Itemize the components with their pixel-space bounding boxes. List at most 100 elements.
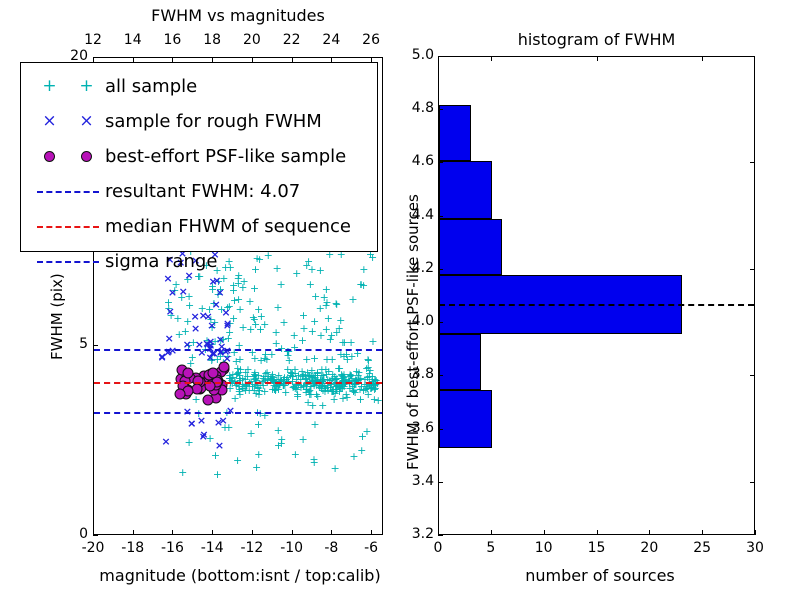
all-sample-point: + [363,352,373,366]
all-sample-point: + [249,368,260,382]
all-sample-point: + [267,368,278,382]
hist-x-tick-top [702,56,704,61]
all-sample-point: + [319,290,329,304]
all-sample-point: + [321,367,332,381]
all-sample-point: + [310,314,320,328]
psf-like-point [194,383,206,395]
rough-fwhm-point: × [157,350,167,364]
all-sample-point: + [273,438,284,452]
rough-fwhm-point: × [202,337,212,351]
all-sample-point: + [209,297,219,311]
hist-x-tick-label: 15 [587,540,606,556]
all-sample-point: + [306,380,316,394]
histogram-bar [439,104,471,161]
all-sample-point: + [253,381,263,395]
all-sample-point: + [271,326,281,340]
rough-fwhm-point: × [214,438,225,452]
all-sample-point: + [325,381,336,395]
all-sample-point: + [224,300,234,314]
all-sample-point: + [233,293,244,307]
all-sample-point: + [174,327,184,341]
all-sample-point: + [233,362,243,376]
all-sample-point: + [213,287,223,301]
all-sample-point: + [298,433,308,446]
x-top-tick-label: 24 [322,32,341,48]
sigma-upper-line [94,348,382,351]
all-sample-point: + [349,449,359,463]
all-sample-point: + [241,365,251,379]
all-sample-point: + [318,384,328,398]
all-sample-point: + [239,382,249,396]
all-sample-point: + [298,379,309,393]
all-sample-point: + [336,368,347,382]
hist-y-tick [438,481,443,483]
all-sample-point: + [305,383,315,397]
all-sample-point: + [338,369,348,383]
all-sample-point: + [366,381,376,395]
all-sample-point: + [338,391,348,405]
hist-y-tick-label: 3.6 [411,419,434,436]
left-panel-title: FWHM vs magnitudes [151,6,325,25]
all-sample-point: + [248,310,258,324]
all-sample-point: + [333,361,344,375]
all-sample-point: + [331,297,341,311]
all-sample-point: + [361,383,371,397]
all-sample-point: + [233,277,243,291]
all-sample-point: + [281,386,291,400]
legend-item-2[interactable]: best-effort PSF-like sample [21,139,377,174]
all-sample-point: + [337,382,347,396]
legend-item-3[interactable]: resultant FWHM: 4.07 [21,174,377,209]
all-sample-point: + [342,390,352,404]
all-sample-point: + [330,461,340,475]
all-sample-point: + [222,300,233,314]
all-sample-point: + [335,380,345,394]
all-sample-point: + [368,381,378,395]
rough-fwhm-point: × [222,318,232,332]
all-sample-point: + [260,347,271,361]
hist-y-tick [438,322,443,324]
all-sample-point: + [246,427,256,441]
legend-item-1[interactable]: × × sample for rough FWHM [21,104,377,139]
legend-dot-icon [81,151,92,162]
all-sample-point: + [345,367,355,381]
all-sample-point: + [323,383,333,397]
hist-y-tick-right [750,481,755,483]
all-sample-point: + [173,312,183,326]
all-sample-point: + [366,381,376,395]
legend-item-4[interactable]: median FHWM of sequence [21,209,377,244]
all-sample-point: + [241,383,251,397]
rough-fwhm-point: × [167,285,178,299]
psf-like-point [218,363,230,375]
all-sample-point: + [254,388,264,402]
all-sample-point: + [314,381,324,395]
legend-plus-icon: + [79,76,94,96]
legend-item-5[interactable]: sigma range [21,244,377,279]
all-sample-point: + [184,289,194,303]
all-sample-point: + [328,384,339,398]
all-sample-point: + [321,283,331,297]
rough-fwhm-point: × [194,337,204,351]
all-sample-point: + [249,369,259,383]
left-panel-ylabel: FWHM (pix) [48,273,66,360]
all-sample-point: + [330,370,340,384]
hist-y-tick [438,268,443,270]
all-sample-point: + [306,370,316,383]
all-sample-point: + [328,367,338,381]
all-sample-point: + [336,313,346,327]
all-sample-point: + [210,316,220,330]
legend-item-0[interactable]: + + all sample [21,69,377,104]
all-sample-point: + [283,363,293,377]
hist-x-tick [490,530,492,535]
all-sample-point: + [341,388,351,402]
all-sample-point: + [244,384,254,398]
all-sample-point: + [234,379,244,393]
all-sample-point: + [321,299,331,313]
all-sample-point: + [315,302,325,316]
all-sample-point: + [274,368,284,382]
x-bottom-tick-label: -12 [240,540,264,556]
histogram-panel[interactable] [438,56,755,535]
all-sample-point: + [306,380,316,394]
legend-box[interactable]: + + all sample × × sample for rough FWHM best-… [20,62,378,272]
all-sample-point: + [327,384,338,398]
hist-y-tick [438,215,443,217]
